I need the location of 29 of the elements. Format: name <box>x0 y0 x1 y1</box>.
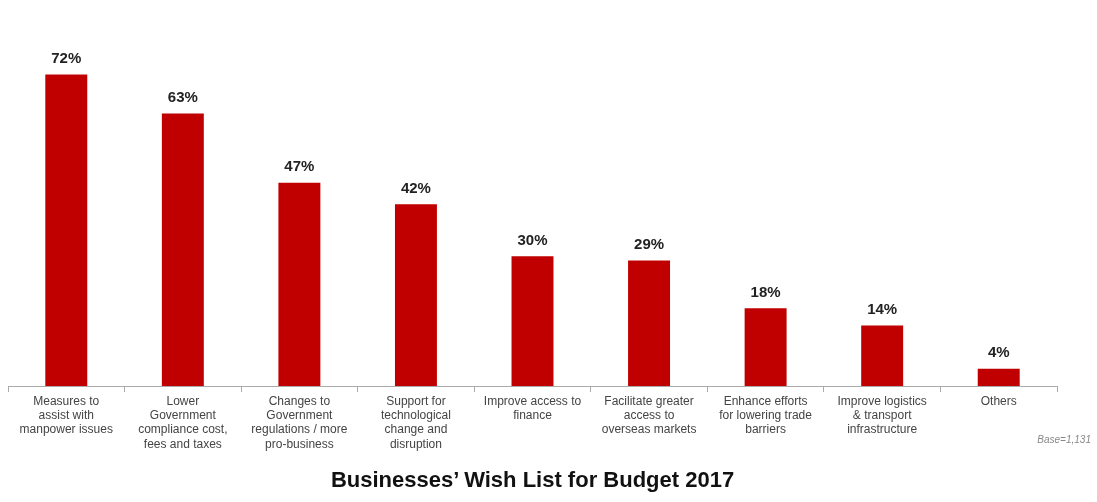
x-tick-label: Others <box>980 393 1017 408</box>
text: Businesses’ Wish List for Budget 2017 <box>330 466 735 492</box>
bar <box>278 182 321 386</box>
data-label: 4% <box>987 343 1010 361</box>
x-tick-label: Improve logistics & transport infrastructure <box>837 393 927 437</box>
data-label: 47% <box>284 157 315 175</box>
x-tick-label: Lower Government compliance cost, fees and taxes <box>138 393 228 451</box>
bar <box>394 204 437 386</box>
x-tick-label: Changes to Government regulations / more pro-business <box>251 393 348 451</box>
bar <box>861 325 904 386</box>
x-tick-label: Enhance efforts for lowering trade barriers <box>719 393 813 437</box>
bar <box>45 74 88 386</box>
bar <box>744 308 787 386</box>
bar <box>161 113 204 386</box>
data-label: 72% <box>51 49 82 67</box>
x-tick-label: Improve access to finance <box>483 393 582 422</box>
data-label: 29% <box>634 235 665 253</box>
data-label: 18% <box>750 282 781 300</box>
bar <box>628 260 671 386</box>
data-label: 14% <box>867 300 898 318</box>
bar <box>977 368 1020 386</box>
data-label: 42% <box>400 178 431 196</box>
x-tick-label: Support for technological change and disruption <box>380 393 451 451</box>
x-tick-label: Facilitate greater access to overseas markets <box>601 393 697 437</box>
data-label: 30% <box>517 230 548 248</box>
x-tick-label: Measures to assist with manpower issues <box>19 393 113 437</box>
data-label: 63% <box>167 88 198 106</box>
bar <box>511 256 554 386</box>
text: Base=1,131 <box>1037 433 1091 445</box>
